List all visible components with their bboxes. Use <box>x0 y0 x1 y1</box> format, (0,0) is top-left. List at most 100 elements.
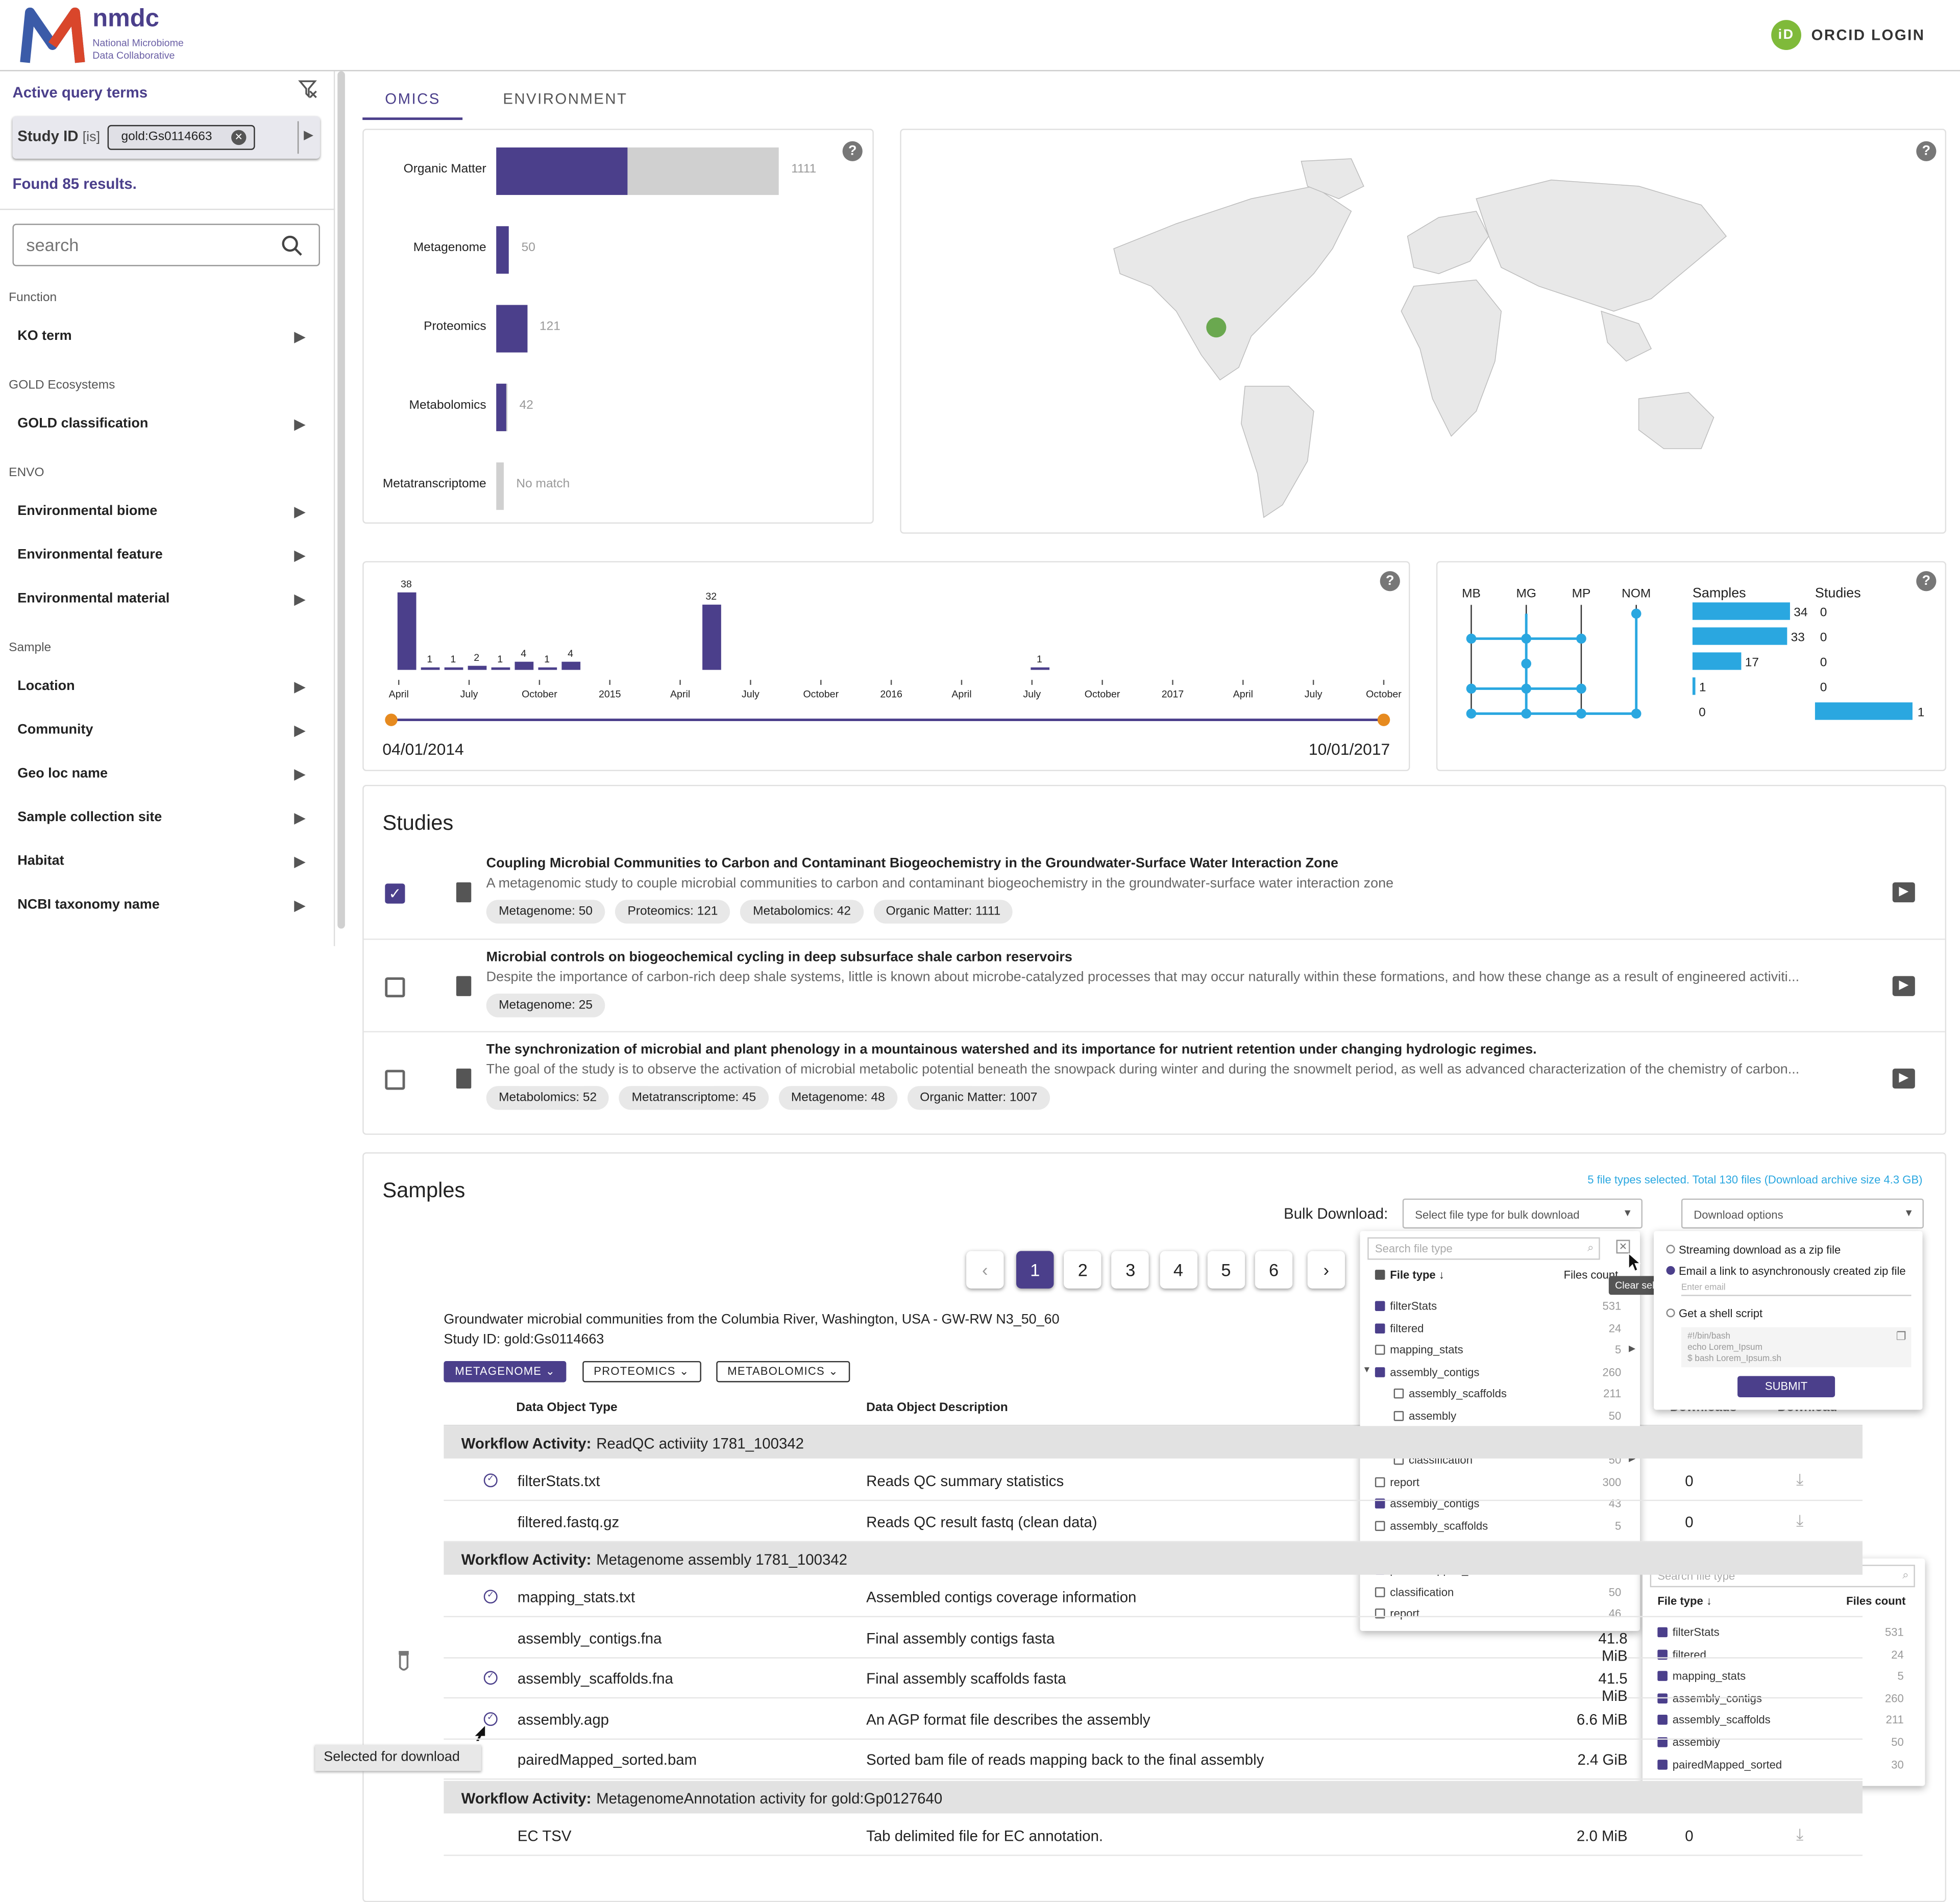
help-icon[interactable]: ? <box>1916 571 1937 591</box>
chevron-right-icon[interactable]: ▶ <box>294 505 305 520</box>
radio-selected-icon[interactable] <box>1666 1266 1675 1275</box>
prev-page-button[interactable]: ‹ <box>966 1251 1004 1289</box>
clear-filter-icon[interactable] <box>298 79 317 98</box>
facet-environmental-biome[interactable]: Environmental biome ▶ <box>17 504 305 520</box>
file-type-checkbox[interactable] <box>1657 1759 1668 1769</box>
range-end-handle[interactable] <box>1377 713 1390 726</box>
table-row[interactable]: ✓ assembly_scaffolds.fna Final assembly sc… <box>444 1659 1863 1705</box>
file-type-option[interactable]: assembly_scaffolds <box>1393 1388 1507 1400</box>
facet-environmental-feature[interactable]: Environmental feature ▶ <box>17 548 305 564</box>
metagenome-button[interactable]: METAGENOME ⌄ <box>444 1361 567 1382</box>
data-type-pill[interactable]: Organic Matter: 1007 <box>907 1086 1050 1110</box>
file-type-option[interactable]: pairedMapped_sorted <box>1657 1758 1782 1770</box>
timeline-bar[interactable] <box>514 661 534 670</box>
chevron-right-icon[interactable]: ▶ <box>294 811 305 826</box>
timeline-bar[interactable] <box>702 604 721 670</box>
nmdc-logo-icon[interactable] <box>20 7 85 65</box>
download-options-select[interactable]: Download options ▼ <box>1681 1198 1924 1229</box>
page-button-4[interactable]: 4 <box>1159 1251 1197 1289</box>
upset-dot[interactable] <box>1576 633 1586 644</box>
file-type-option[interactable]: mapping_stats <box>1375 1344 1463 1356</box>
upset-samples-bar[interactable] <box>1692 602 1790 620</box>
data-type-pill[interactable]: Metabolomics: 52 <box>486 1086 609 1110</box>
chevron-right-icon[interactable]: ▶ <box>294 898 305 914</box>
timeline-bar[interactable] <box>1031 667 1050 670</box>
page-button-3[interactable]: 3 <box>1112 1251 1149 1289</box>
file-type-option[interactable]: filterStats <box>1657 1626 1720 1639</box>
data-type-pill[interactable]: Metabolomics: 42 <box>740 900 864 924</box>
search-input[interactable] <box>26 235 264 255</box>
study-checkbox[interactable]: ✓ <box>385 883 405 904</box>
open-study-icon[interactable]: ▶ <box>1892 882 1915 903</box>
file-type-checkbox[interactable] <box>1375 1521 1385 1532</box>
timeline-chart[interactable]: 38 1 1 2 1 4 1 4 32 1 April July October 2015 April Jul… <box>364 562 1411 772</box>
study-title[interactable]: Coupling Microbial Communities to Carbon… <box>486 856 1339 871</box>
range-start-handle[interactable] <box>385 713 398 726</box>
page-button-2[interactable]: 2 <box>1064 1251 1102 1289</box>
email-input[interactable]: Enter email <box>1681 1281 1912 1296</box>
open-study-icon[interactable]: ▶ <box>1892 975 1915 996</box>
query-value-chip[interactable]: gold:Gs0114663 ✕ <box>107 125 255 150</box>
upset-samples-bar[interactable] <box>1692 677 1696 695</box>
help-icon[interactable]: ? <box>1380 571 1400 591</box>
data-type-pill[interactable]: Metagenome: 50 <box>486 900 605 924</box>
orcid-login-button[interactable]: iD ORCID LOGIN <box>1771 20 1925 50</box>
help-icon[interactable]: ? <box>1916 141 1937 161</box>
file-type-checkbox[interactable] <box>1375 1499 1385 1509</box>
upset-chart[interactable]: MB MG MP NOM Samples Studies 34 0 33 0 17 0 1 0 0 1 <box>1437 562 1947 772</box>
study-title[interactable]: Microbial controls on biogeochemical cyc… <box>486 949 1072 965</box>
selected-check-icon[interactable]: ✓ <box>483 1671 498 1685</box>
tab-environment[interactable]: ENVIRONMENT <box>503 90 628 108</box>
email-zip-option[interactable]: Email a link to asynchronously created z… <box>1666 1265 1906 1277</box>
proteomics-button[interactable]: PROTEOMICS ⌄ <box>582 1361 701 1382</box>
file-type-checkbox[interactable] <box>1657 1627 1668 1638</box>
file-type-checkbox[interactable] <box>1657 1715 1668 1725</box>
file-type-header[interactable]: File type ↓ <box>1657 1594 1712 1608</box>
file-type-checkbox[interactable] <box>1375 1367 1385 1377</box>
next-page-button[interactable]: › <box>1307 1251 1345 1289</box>
chevron-right-icon[interactable]: ▶ <box>294 330 305 345</box>
upset-dot[interactable] <box>1466 633 1477 644</box>
file-type-option[interactable]: filterStats <box>1375 1300 1437 1312</box>
chevron-right-icon[interactable]: ▶ <box>294 855 305 870</box>
expand-query-icon[interactable]: ▶ <box>304 129 313 143</box>
stream-zip-option[interactable]: Streaming download as a zip file <box>1666 1244 1841 1256</box>
file-type-checkbox[interactable] <box>1393 1389 1404 1399</box>
file-type-option[interactable]: classification <box>1375 1586 1454 1598</box>
datatype-bar-match[interactable] <box>496 305 527 353</box>
file-type-checkbox[interactable] <box>1657 1737 1668 1747</box>
chevron-right-icon[interactable]: ▶ <box>294 549 305 564</box>
file-type-checkbox[interactable] <box>1375 1609 1385 1619</box>
timeline-bar[interactable] <box>491 667 510 670</box>
facet-community[interactable]: Community ▶ <box>17 723 305 739</box>
facet-location[interactable]: Location ▶ <box>17 679 305 695</box>
timeline-bar[interactable] <box>421 667 440 670</box>
file-type-checkbox[interactable] <box>1657 1671 1668 1682</box>
search-icon[interactable] <box>281 235 304 257</box>
query-term-row[interactable]: Study ID [is] gold:Gs0114663 ✕ ▶ <box>12 116 320 159</box>
chevron-right-icon[interactable]: ▶ <box>294 767 305 783</box>
download-icon[interactable]: ⤓ <box>1796 1510 1804 1529</box>
metabolomics-button[interactable]: METABOLOMICS ⌄ <box>716 1361 850 1382</box>
download-icon[interactable]: ⤓ <box>1796 1470 1804 1489</box>
upset-studies-bar[interactable] <box>1815 702 1913 720</box>
table-row[interactable]: pairedMapped_sorted.bam Sorted bam file o… <box>444 1740 1863 1780</box>
chevron-down-icon[interactable]: ▼ <box>1362 1366 1371 1375</box>
file-type-checkbox[interactable] <box>1375 1345 1385 1355</box>
table-row[interactable]: assembly_contigs.fna Final assembly conti… <box>444 1618 1863 1664</box>
sidebar-scrollbar[interactable] <box>337 71 345 929</box>
file-type-option[interactable]: assembly_scaffolds <box>1375 1520 1488 1532</box>
chevron-right-icon[interactable]: ▶ <box>294 417 305 433</box>
file-type-option[interactable]: report <box>1375 1476 1419 1488</box>
facet-ncbi-taxonomy-name[interactable]: NCBI taxonomy name ▶ <box>17 897 305 914</box>
timeline-bar[interactable] <box>561 661 581 670</box>
world-map[interactable] <box>1101 149 1751 524</box>
datatype-bar-match[interactable] <box>496 383 506 431</box>
open-study-icon[interactable]: ▶ <box>1892 1068 1915 1089</box>
sample-location-marker[interactable] <box>1206 317 1227 338</box>
file-type-option[interactable]: assembly_scaffolds <box>1657 1714 1771 1726</box>
table-row[interactable]: ✓ filterStats.txt Reads QC summary statist… <box>444 1461 1863 1501</box>
timeline-bar[interactable] <box>444 667 463 670</box>
chevron-right-icon[interactable]: ▶ <box>1629 1345 1636 1354</box>
timeline-bar[interactable] <box>468 665 487 670</box>
